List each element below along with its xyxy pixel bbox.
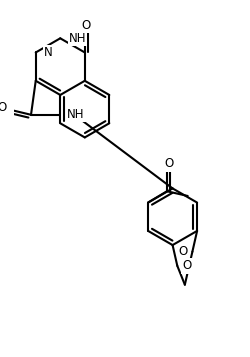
Text: O: O xyxy=(182,259,191,272)
Text: NH: NH xyxy=(69,32,86,45)
Text: O: O xyxy=(81,19,90,31)
Text: O: O xyxy=(0,101,6,114)
Text: N: N xyxy=(44,46,53,59)
Text: O: O xyxy=(164,157,173,170)
Text: NH: NH xyxy=(67,108,84,121)
Text: O: O xyxy=(178,245,188,258)
